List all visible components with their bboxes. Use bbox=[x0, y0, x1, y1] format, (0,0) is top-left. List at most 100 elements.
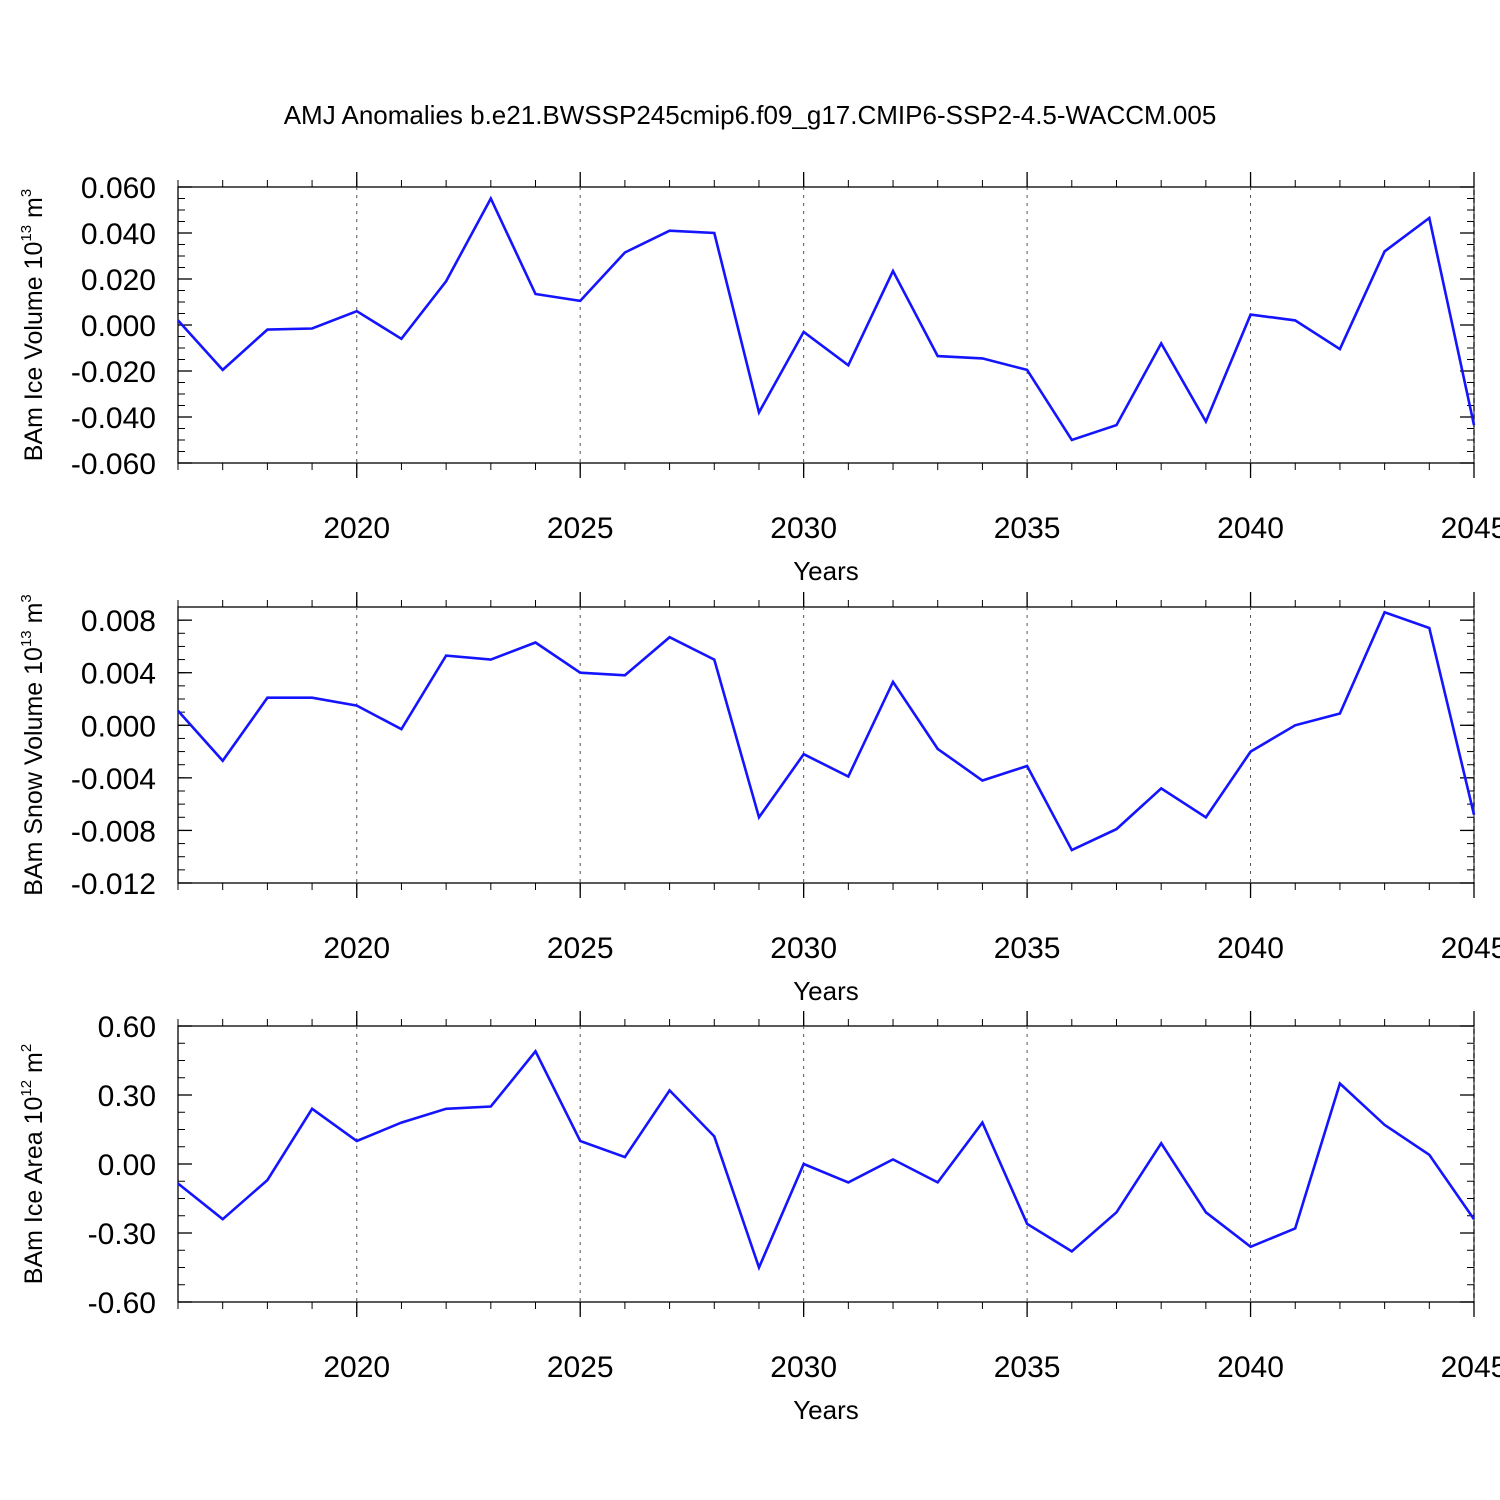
data-point bbox=[1338, 347, 1342, 351]
data-point bbox=[265, 328, 269, 332]
y-tick-label: 0.60 bbox=[98, 1011, 156, 1044]
data-point bbox=[1472, 813, 1476, 817]
data-point bbox=[310, 326, 314, 330]
data-point bbox=[578, 671, 582, 675]
y-tick-label: 0.00 bbox=[98, 1149, 156, 1182]
data-point bbox=[399, 727, 403, 731]
data-point bbox=[1293, 1226, 1297, 1230]
data-point bbox=[1159, 786, 1163, 790]
data-point bbox=[1070, 438, 1074, 442]
data-point bbox=[1383, 249, 1387, 253]
data-point bbox=[1293, 318, 1297, 322]
data-point bbox=[891, 680, 895, 684]
data-point bbox=[712, 1134, 716, 1138]
y-tick-label: -0.60 bbox=[88, 1287, 156, 1320]
x-tick-label: 2025 bbox=[547, 512, 614, 545]
data-point bbox=[489, 658, 493, 662]
x-tick-label: 2035 bbox=[994, 512, 1061, 545]
y-axis-label: BAm Ice Area 1012 m2 bbox=[18, 1044, 48, 1284]
data-point bbox=[712, 658, 716, 662]
data-point bbox=[221, 368, 225, 372]
data-point bbox=[578, 299, 582, 303]
data-point bbox=[891, 269, 895, 273]
y-tick-label: 0.000 bbox=[81, 710, 156, 743]
data-point bbox=[399, 1121, 403, 1125]
data-point bbox=[310, 696, 314, 700]
x-axis-label: Years bbox=[793, 976, 859, 1006]
data-point bbox=[757, 1266, 761, 1270]
y-axis-label: BAm Ice Volume 1013 m3 bbox=[18, 189, 48, 461]
data-point bbox=[176, 318, 180, 322]
x-tick-label: 2040 bbox=[1217, 932, 1284, 965]
data-point bbox=[221, 759, 225, 763]
y-tick-label: 0.30 bbox=[98, 1080, 156, 1113]
data-point bbox=[1427, 1153, 1431, 1157]
data-point bbox=[1472, 423, 1476, 427]
y-tick-label: 0.040 bbox=[81, 218, 156, 251]
data-point bbox=[1070, 1249, 1074, 1253]
y-tick-label: -0.004 bbox=[71, 763, 156, 796]
data-point bbox=[355, 704, 359, 708]
data-point bbox=[623, 1155, 627, 1159]
data-point bbox=[668, 1088, 672, 1092]
data-point bbox=[802, 330, 806, 334]
data-point bbox=[891, 1157, 895, 1161]
figure-title: AMJ Anomalies b.e21.BWSSP245cmip6.f09_g1… bbox=[284, 100, 1217, 130]
data-point bbox=[444, 654, 448, 658]
x-tick-label: 2020 bbox=[323, 1351, 390, 1384]
x-tick-label: 2025 bbox=[547, 932, 614, 965]
series-line bbox=[177, 1048, 1476, 1272]
data-point bbox=[936, 747, 940, 751]
data-point bbox=[355, 1139, 359, 1143]
data-point bbox=[757, 815, 761, 819]
x-tick-label: 2040 bbox=[1217, 512, 1284, 545]
series-line bbox=[177, 610, 1476, 852]
data-point bbox=[1383, 1123, 1387, 1127]
data-point bbox=[1025, 368, 1029, 372]
chart-panel-1: 2020 2025 2030 2035 2040 2045 -0.060 -0.040 -0.0… bbox=[18, 172, 1500, 586]
data-point bbox=[310, 1107, 314, 1111]
chart-panel-3: 2020 2025 2030 2035 2040 2045 -0.60 -0.30 0.00 0.… bbox=[18, 1011, 1500, 1425]
y-tick-label: 0.020 bbox=[81, 264, 156, 297]
data-point bbox=[802, 752, 806, 756]
data-point bbox=[1025, 1222, 1029, 1226]
data-point bbox=[1249, 750, 1253, 754]
data-point bbox=[399, 337, 403, 341]
data-point bbox=[936, 1180, 940, 1184]
x-axis-label: Years bbox=[793, 1395, 859, 1425]
y-tick-label: 0.004 bbox=[81, 658, 156, 691]
data-point bbox=[1427, 626, 1431, 630]
data-point bbox=[846, 775, 850, 779]
data-point bbox=[1472, 1217, 1476, 1221]
data-point bbox=[265, 1178, 269, 1182]
data-point bbox=[1114, 423, 1118, 427]
data-point bbox=[1204, 1210, 1208, 1214]
data-point bbox=[221, 1217, 225, 1221]
data-point bbox=[534, 1049, 538, 1053]
data-point bbox=[623, 251, 627, 255]
data-point bbox=[1204, 815, 1208, 819]
data-point bbox=[176, 1182, 180, 1186]
data-point bbox=[980, 778, 984, 782]
x-tick-label: 2045 bbox=[1441, 932, 1500, 965]
y-tick-label: -0.060 bbox=[71, 448, 156, 481]
data-point bbox=[534, 640, 538, 644]
y-tick-label: -0.30 bbox=[88, 1218, 156, 1251]
data-point bbox=[623, 673, 627, 677]
x-tick-label: 2035 bbox=[994, 932, 1061, 965]
x-tick-label: 2020 bbox=[323, 932, 390, 965]
y-axis-label: BAm Snow Volume 1013 m3 bbox=[18, 594, 48, 896]
data-point bbox=[1249, 1245, 1253, 1249]
plot-frame bbox=[177, 606, 1475, 884]
data-point bbox=[355, 309, 359, 313]
data-point bbox=[1293, 723, 1297, 727]
data-point bbox=[1114, 827, 1118, 831]
data-point bbox=[1383, 610, 1387, 614]
data-point bbox=[444, 1107, 448, 1111]
x-tick-label: 2030 bbox=[770, 1351, 837, 1384]
data-point bbox=[802, 1162, 806, 1166]
y-tick-label: -0.012 bbox=[71, 868, 156, 901]
plot-frame bbox=[177, 1025, 1475, 1303]
x-tick-label: 2035 bbox=[994, 1351, 1061, 1384]
x-tick-label: 2025 bbox=[547, 1351, 614, 1384]
